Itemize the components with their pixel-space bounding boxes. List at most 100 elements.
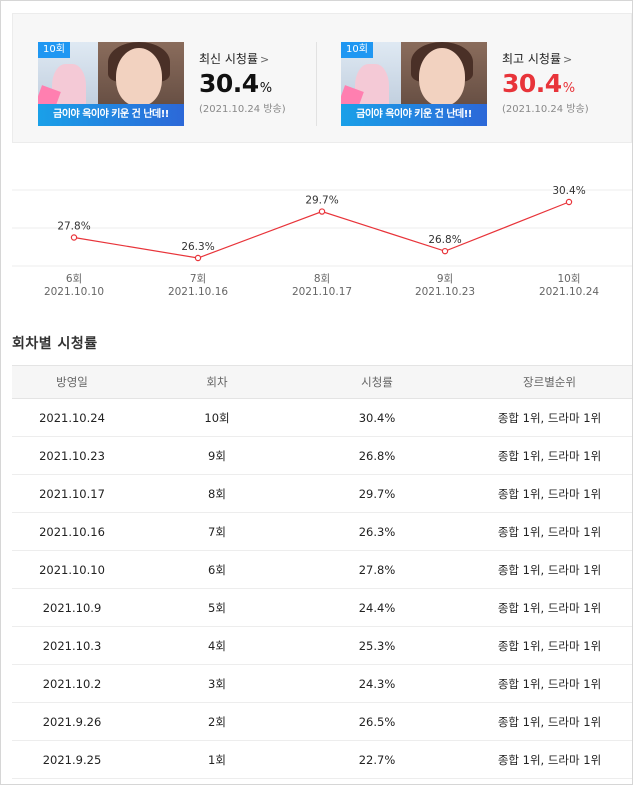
data-point[interactable] bbox=[194, 254, 202, 262]
x-tick-date: 2021.10.23 bbox=[414, 286, 476, 298]
cell-episode: 9회 bbox=[208, 448, 226, 463]
rating-value: 30.4% bbox=[502, 69, 632, 98]
data-point[interactable] bbox=[318, 208, 326, 215]
cell-rating: 22.7% bbox=[358, 752, 396, 767]
table-row: 2021.10.2 3회 24.3% 종합 1위, 드라마 1위 bbox=[12, 665, 632, 703]
header-episode: 회차 bbox=[206, 375, 228, 389]
cell-genre-rank: 종합 1위, 드라마 1위 bbox=[497, 448, 602, 463]
rating-unit: % bbox=[259, 81, 272, 96]
episode-badge: 10회 bbox=[341, 42, 373, 58]
cell-date: 2021.10.24 bbox=[39, 410, 105, 425]
cell-genre-rank: 종합 1위, 드라마 1위 bbox=[497, 676, 602, 691]
data-label: 27.8% bbox=[57, 221, 90, 233]
episode-thumbnail[interactable]: 10회 금이야 옥이야 키운 건 난데!! bbox=[38, 42, 184, 126]
cell-rating: 30.4% bbox=[358, 410, 396, 425]
x-tick-episode: 8회 bbox=[313, 273, 331, 285]
header-rating: 시청률 bbox=[361, 375, 393, 389]
x-tick-episode: 9회 bbox=[436, 273, 454, 285]
header-date: 방영일 bbox=[56, 375, 88, 389]
thumbnail-caption: 금이야 옥이야 키운 건 난데!! bbox=[38, 104, 184, 126]
x-tick-episode: 10회 bbox=[557, 273, 581, 285]
x-tick-episode: 6회 bbox=[65, 273, 83, 285]
x-tick-label: 8회 2021.10.17 bbox=[277, 273, 367, 299]
table-row: 2021.10.3 4회 25.3% 종합 1위, 드라마 1위 bbox=[12, 627, 632, 665]
rating-trend-chart: 27.8% 26.3% 29.7% 26.8% 30.4% 6회 2021.10.10 7회… bbox=[12, 176, 632, 306]
rating-label-link[interactable]: 최고 시청률 > bbox=[502, 50, 632, 67]
rating-unit: % bbox=[562, 81, 575, 96]
cell-rating: 27.8% bbox=[358, 562, 396, 577]
thumbnail-caption: 금이야 옥이야 키운 건 난데!! bbox=[341, 104, 487, 126]
data-label: 30.4% bbox=[552, 185, 585, 197]
data-point[interactable] bbox=[70, 234, 78, 241]
cell-date: 2021.10.3 bbox=[42, 638, 102, 653]
thumb-face bbox=[419, 48, 465, 106]
x-tick-label: 9회 2021.10.23 bbox=[400, 273, 490, 299]
episode-badge: 10회 bbox=[38, 42, 70, 58]
cell-date: 2021.10.10 bbox=[39, 562, 105, 577]
cell-genre-rank: 종합 1위, 드라마 1위 bbox=[497, 714, 602, 729]
cell-rating: 24.3% bbox=[358, 676, 396, 691]
episode-thumbnail[interactable]: 10회 금이야 옥이야 키운 건 난데!! bbox=[341, 42, 487, 126]
rating-label-link[interactable]: 최신 시청률 > bbox=[199, 50, 329, 67]
cell-genre-rank: 종합 1위, 드라마 1위 bbox=[497, 752, 602, 767]
table-row: 2021.10.24 10회 30.4% 종합 1위, 드라마 1위 bbox=[12, 399, 632, 437]
cell-rating: 26.3% bbox=[358, 524, 396, 539]
cell-date: 2021.10.9 bbox=[42, 600, 102, 615]
cell-genre-rank: 종합 1위, 드라마 1위 bbox=[497, 600, 602, 615]
table-row: 2021.10.23 9회 26.8% 종합 1위, 드라마 1위 bbox=[12, 437, 632, 475]
cell-date: 2021.10.2 bbox=[42, 676, 102, 691]
rating-info: 최신 시청률 > 30.4% (2021.10.24 방송) bbox=[199, 50, 329, 115]
x-axis-labels: 6회 2021.10.10 7회 2021.10.16 8회 2021.10.17 9회 20… bbox=[12, 273, 632, 303]
cell-date: 2021.10.16 bbox=[39, 524, 105, 539]
table-row: 2021.9.25 1회 22.7% 종합 1위, 드라마 1위 bbox=[12, 741, 632, 779]
x-tick-label: 7회 2021.10.16 bbox=[153, 273, 243, 299]
thumb-face bbox=[116, 48, 162, 106]
data-point[interactable] bbox=[441, 247, 449, 255]
x-tick-date: 2021.10.17 bbox=[291, 286, 353, 298]
data-label: 26.3% bbox=[181, 241, 214, 253]
episode-ratings-table: 방영일 회차 시청률 장르별순위 2021.10.24 10회 30.4% 종합 1위… bbox=[12, 365, 632, 779]
cell-genre-rank: 종합 1위, 드라마 1위 bbox=[497, 562, 602, 577]
cell-genre-rank: 종합 1위, 드라마 1위 bbox=[497, 486, 602, 501]
broadcast-date: (2021.10.24 방송) bbox=[502, 104, 589, 115]
cell-rating: 25.3% bbox=[358, 638, 396, 653]
table-row: 2021.10.9 5회 24.4% 종합 1위, 드라마 1위 bbox=[12, 589, 632, 627]
cell-episode: 1회 bbox=[208, 752, 226, 767]
rating-label: 최고 시청률 bbox=[502, 52, 562, 66]
cell-episode: 4회 bbox=[208, 638, 226, 653]
cell-rating: 29.7% bbox=[358, 486, 396, 501]
cell-episode: 6회 bbox=[208, 562, 226, 577]
table-row: 2021.9.26 2회 26.5% 종합 1위, 드라마 1위 bbox=[12, 703, 632, 741]
line-chart-svg: 27.8% 26.3% 29.7% 26.8% 30.4% bbox=[12, 185, 632, 267]
cell-episode: 5회 bbox=[208, 600, 226, 615]
rating-value: 30.4% bbox=[199, 69, 329, 98]
table-row: 2021.10.17 8회 29.7% 종합 1위, 드라마 1위 bbox=[12, 475, 632, 513]
cell-genre-rank: 종합 1위, 드라마 1위 bbox=[497, 524, 602, 539]
chevron-right-icon: > bbox=[563, 53, 573, 66]
table-body: 2021.10.24 10회 30.4% 종합 1위, 드라마 1위 2021.10.2… bbox=[12, 399, 632, 779]
cell-genre-rank: 종합 1위, 드라마 1위 bbox=[497, 410, 602, 425]
x-tick-date: 2021.10.24 bbox=[538, 286, 600, 298]
rating-number: 30.4 bbox=[199, 69, 259, 98]
x-tick-label: 6회 2021.10.10 bbox=[29, 273, 119, 299]
x-tick-date: 2021.10.10 bbox=[43, 286, 105, 298]
rating-number: 30.4 bbox=[502, 69, 562, 98]
x-tick-label: 10회 2021.10.24 bbox=[524, 273, 614, 299]
chevron-right-icon: > bbox=[260, 53, 270, 66]
x-tick-episode: 7회 bbox=[189, 273, 207, 285]
cell-rating: 24.4% bbox=[358, 600, 396, 615]
cell-episode: 3회 bbox=[208, 676, 226, 691]
rating-summary: 10회 금이야 옥이야 키운 건 난데!! 최신 시청률 > 30.4% (202… bbox=[12, 13, 632, 143]
broadcast-date: (2021.10.24 방송) bbox=[199, 104, 286, 115]
data-point[interactable] bbox=[565, 198, 573, 206]
cell-rating: 26.8% bbox=[358, 448, 396, 463]
data-label: 26.8% bbox=[428, 234, 461, 246]
cell-date: 2021.10.23 bbox=[39, 448, 105, 463]
card-divider bbox=[316, 42, 317, 126]
cell-rating: 26.5% bbox=[358, 714, 396, 729]
data-label: 29.7% bbox=[305, 195, 338, 207]
cell-episode: 7회 bbox=[208, 524, 226, 539]
cell-episode: 2회 bbox=[208, 714, 226, 729]
table-header: 방영일 회차 시청률 장르별순위 bbox=[12, 365, 632, 399]
table-row: 2021.10.16 7회 26.3% 종합 1위, 드라마 1위 bbox=[12, 513, 632, 551]
